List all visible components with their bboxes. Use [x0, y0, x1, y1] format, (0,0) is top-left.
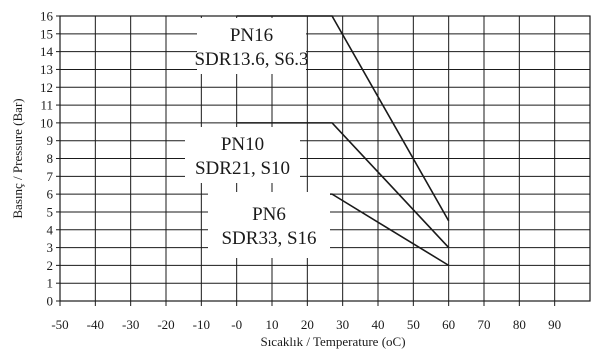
- y-tick-label: 2: [47, 258, 54, 273]
- y-tick-label: 11: [40, 98, 53, 113]
- series-line-1: [236, 15, 450, 222]
- x-tick-label: 70: [478, 317, 491, 332]
- series-label: SDR33, S16: [221, 228, 316, 249]
- x-tick-label: 20: [301, 317, 314, 332]
- axes: -50 -40 -30 -20 -10 -0 10 20 30 40 50 60 70 80 9001234…: [40, 9, 561, 333]
- x-tick-label: -50: [51, 317, 68, 332]
- x-tick-label: 90: [548, 317, 561, 332]
- x-tick-label: -30: [122, 317, 139, 332]
- x-tick-label: 30: [336, 317, 349, 332]
- x-tick-label: 10: [266, 317, 279, 332]
- series-label-box: [197, 18, 306, 74]
- y-tick-label: 8: [47, 151, 54, 166]
- grid: [59, 15, 591, 302]
- y-tick-label: 1: [47, 276, 54, 291]
- x-tick-label: 60: [442, 317, 455, 332]
- series-label: PN6: [252, 204, 286, 225]
- x-tick-label: 80: [513, 317, 526, 332]
- series-label: SDR21, S10: [195, 158, 290, 179]
- y-axis-title: Basınç / Pressure (Bar): [10, 98, 25, 218]
- series-label-box: [185, 127, 300, 183]
- y-tick-label: 4: [47, 222, 54, 237]
- series-label: PN16: [230, 25, 273, 46]
- x-tick-label: -0: [231, 317, 242, 332]
- y-tick-label: 9: [47, 133, 54, 148]
- series-label: SDR13.6, S6.3: [194, 49, 308, 70]
- x-axis-title: Sıcaklık / Temperature (oC): [260, 334, 405, 349]
- y-tick-label: 13: [40, 62, 53, 77]
- y-tick-label: 12: [40, 80, 53, 95]
- y-tick-label: 16: [40, 9, 54, 24]
- x-tick-label: -40: [87, 317, 104, 332]
- x-tick-label: -10: [193, 317, 210, 332]
- y-tick-label: 6: [47, 187, 54, 202]
- y-tick-label: 5: [47, 204, 54, 219]
- x-tick-label: 40: [372, 317, 385, 332]
- y-tick-label: 3: [47, 240, 54, 255]
- y-tick-label: 14: [40, 44, 54, 59]
- y-tick-label: 0: [47, 294, 54, 309]
- y-tick-label: 10: [40, 115, 53, 130]
- y-tick-label: 7: [47, 169, 54, 184]
- x-tick-label: -20: [157, 317, 174, 332]
- series-label: PN10: [221, 134, 264, 155]
- y-tick-label: 15: [40, 26, 53, 41]
- x-tick-label: 50: [407, 317, 420, 332]
- series-label-box: [208, 192, 330, 258]
- series-line-2: [236, 122, 450, 249]
- series-labels: PN16 SDR13.6, S6.3 PN10 SDR21, S10 PN6 SDR33,…: [185, 18, 330, 258]
